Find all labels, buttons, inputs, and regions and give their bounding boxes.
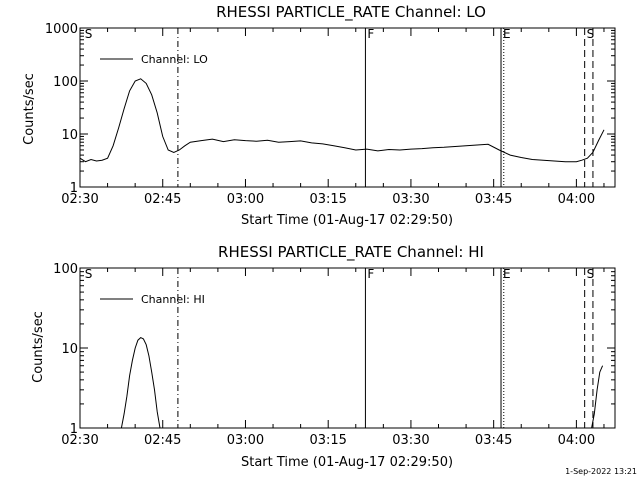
event-marker-label: S [85, 27, 93, 41]
footer-timestamp: 1-Sep-2022 13:21 [565, 467, 637, 476]
lo-channel-panel: RHESSI PARTICLE_RATE Channel: LO 1101001… [22, 3, 616, 228]
x-tick-label: 03:00 [227, 192, 264, 207]
y-tick-label: 1000 [45, 22, 78, 37]
x-tick-label: 04:00 [558, 192, 595, 207]
event-marker-label: E [503, 27, 511, 41]
x-axis-label: Start Time (01-Aug-17 02:29:50) [241, 213, 453, 228]
series-line [120, 337, 161, 429]
chart-title: RHESSI PARTICLE_RATE Channel: HI [218, 243, 484, 262]
y-axis-label: Counts/sec [31, 311, 46, 383]
y-tick-label: 1 [70, 181, 78, 196]
x-tick-label: 03:45 [475, 192, 512, 207]
x-tick-label: 02:45 [144, 433, 181, 448]
chart-title: RHESSI PARTICLE_RATE Channel: LO [216, 3, 486, 22]
event-marker-label: S [587, 267, 595, 281]
series-line [79, 78, 605, 163]
x-tick-label: 03:30 [392, 433, 429, 448]
event-marker-label: F [367, 267, 374, 281]
x-tick-label: 03:45 [475, 433, 512, 448]
legend-label: Channel: HI [141, 293, 205, 306]
plot-frame [79, 27, 616, 188]
event-marker-label: S [587, 27, 595, 41]
series-line [591, 365, 604, 429]
x-tick-label: 03:00 [227, 433, 264, 448]
y-tick-label: 1 [70, 422, 78, 437]
hi-channel-panel: RHESSI PARTICLE_RATE Channel: HI 1 10 100 0… [31, 243, 616, 470]
x-tick-label: 03:15 [309, 433, 346, 448]
hi-plot-area: 1 10 100 02:30 02:45 03:00 03:15 03:30 03:45 04:0… [53, 262, 616, 448]
x-tick-label: 02:30 [61, 192, 98, 207]
y-axis-label: Counts/sec [22, 73, 37, 145]
x-tick-label: 02:45 [144, 192, 181, 207]
event-marker-label: S [85, 267, 93, 281]
event-marker-label: E [503, 267, 511, 281]
x-axis-label: Start Time (01-Aug-17 02:29:50) [241, 455, 453, 470]
y-tick-label: 10 [61, 342, 78, 357]
x-tick-label: 04:00 [558, 433, 595, 448]
x-tick-label: 03:15 [309, 192, 346, 207]
event-marker-label: F [367, 27, 374, 41]
y-tick-label: 100 [53, 262, 78, 277]
x-tick-label: 02:30 [61, 433, 98, 448]
y-tick-label: 10 [61, 128, 78, 143]
lo-plot-area: 1 10 100 1000 02:30 02:45 03:00 03:15 03:30 03:45… [45, 22, 616, 207]
y-tick-label: 100 [53, 75, 78, 90]
legend-label: Channel: LO [141, 53, 208, 66]
x-tick-label: 03:30 [392, 192, 429, 207]
